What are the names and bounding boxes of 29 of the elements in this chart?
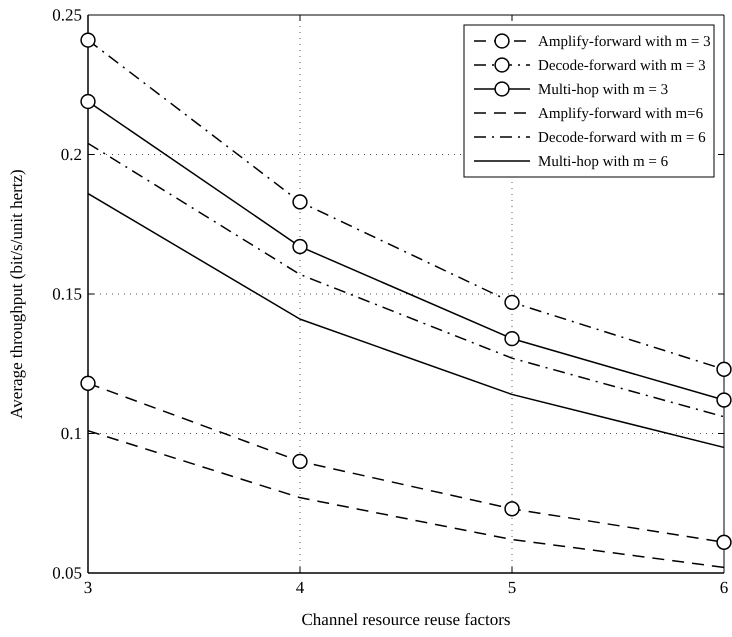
y-tick-label: 0.2 [60, 144, 82, 164]
x-tick-label: 6 [720, 578, 728, 598]
point [716, 392, 732, 408]
point [80, 94, 96, 110]
y-tick-label: 0.05 [52, 563, 82, 582]
legend-label: Amplify-forward with m=6 [538, 106, 704, 122]
legend-label: Decode-forward with m = 6 [538, 130, 706, 146]
legend-label: Decode-forward with m = 3 [538, 58, 706, 74]
legend-label: Multi-hop with m = 6 [538, 154, 669, 170]
legend-label: Multi-hop with m = 3 [538, 82, 668, 98]
x-tick-label: 4 [296, 578, 305, 598]
y-axis-title: Average throughput (bit/s/unit hertz) [7, 169, 26, 419]
legend-label: Amplify-forward with m = 3 [538, 34, 711, 50]
point [80, 32, 96, 48]
point [292, 454, 308, 470]
point [504, 501, 520, 516]
x-axis-title: Channel resource reuse factors [301, 610, 511, 629]
point [504, 294, 520, 310]
point [504, 330, 520, 346]
point [292, 238, 308, 254]
y-tick-label: 0.15 [52, 284, 82, 304]
point [716, 362, 732, 377]
point [716, 534, 732, 550]
y-tick-label: 0.1 [60, 424, 82, 443]
x-tick-label: 5 [508, 578, 516, 598]
point [292, 194, 308, 210]
point [80, 376, 96, 391]
x-tick-label: 3 [84, 578, 92, 598]
y-tick-label: 0.25 [52, 5, 82, 24]
